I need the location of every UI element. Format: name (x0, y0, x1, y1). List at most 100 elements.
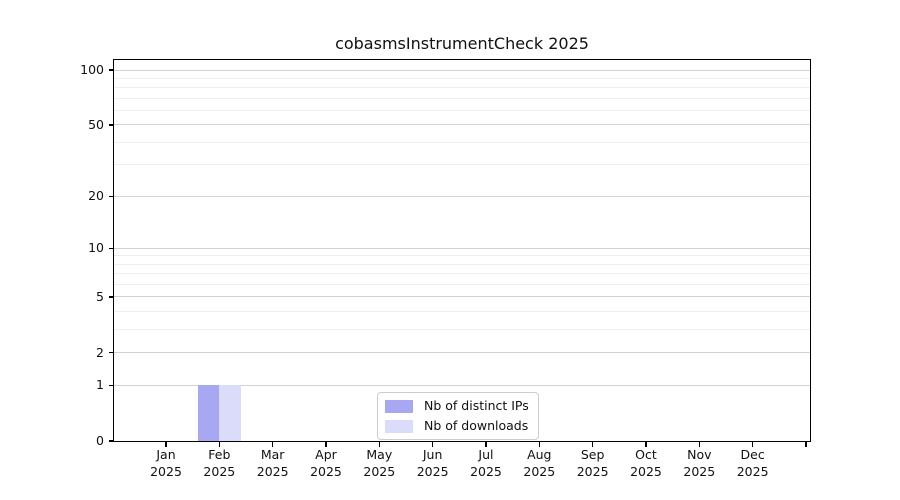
x-tick-year: 2025 (310, 463, 342, 479)
x-tick-month: Apr (315, 447, 337, 462)
x-tick-label: Jul 2025 (454, 447, 518, 480)
grid-line-minor (114, 311, 810, 313)
y-tick-mark (109, 352, 114, 354)
x-tick-mark (218, 442, 220, 447)
legend-label-distinct-ips: Nb of distinct IPs (424, 398, 529, 413)
x-tick-label: Jan 2025 (134, 447, 198, 480)
x-tick-mark (485, 442, 487, 447)
x-tick-label: May 2025 (347, 447, 411, 480)
x-tick-year: 2025 (150, 463, 182, 479)
y-tick-label: 50 (88, 116, 104, 132)
plot-area: 0 1 2 5 10 20 50 100 Jan 2025 Feb 2025 Mar 2025 Apr 202… (80, 59, 811, 479)
x-tick-year: 2025 (363, 463, 396, 479)
y-tick-label: 5 (96, 288, 104, 304)
y-tick-label: 20 (88, 188, 104, 204)
x-tick-mark (325, 442, 327, 447)
grid-line-minor (114, 284, 810, 286)
grid-line-minor (114, 255, 810, 257)
y-tick-mark (109, 124, 114, 126)
grid-line-major (114, 195, 810, 197)
x-tick-year: 2025 (736, 463, 769, 479)
x-tick-label: Oct 2025 (614, 447, 678, 480)
grid-line-minor (114, 141, 810, 143)
legend-swatch-downloads (385, 419, 413, 433)
grid-line-major (114, 247, 810, 249)
x-tick-label: Mar 2025 (241, 447, 305, 480)
legend: Nb of distinct IPs Nb of downloads (377, 392, 539, 440)
legend-swatch-distinct-ips (385, 399, 413, 413)
x-tick-year: 2025 (256, 463, 289, 479)
x-tick-mark (538, 442, 540, 447)
x-tick-month: Sep (580, 447, 605, 462)
grid-line-minor (114, 77, 810, 79)
x-tick-mark (592, 442, 594, 447)
x-tick-month: Feb (208, 447, 231, 462)
grid-line-major (114, 124, 810, 126)
x-tick-month: Mar (260, 447, 285, 462)
grid-line-minor (114, 329, 810, 331)
grid-line-major (114, 352, 810, 354)
x-tick-year: 2025 (683, 463, 716, 479)
x-tick-mark (752, 442, 754, 447)
y-tick-label: 1 (96, 377, 104, 393)
x-tick-label: Nov 2025 (667, 447, 731, 480)
x-tick-mark (432, 442, 434, 447)
x-tick-label: Apr 2025 (294, 447, 358, 480)
x-tick-month: Nov (687, 447, 712, 462)
grid-line-minor (114, 164, 810, 166)
x-tick-year: 2025 (576, 463, 609, 479)
y-tick-mark (109, 247, 114, 249)
chart-title: cobasmsInstrumentCheck 2025 (335, 34, 589, 53)
y-tick-label: 2 (96, 344, 104, 360)
x-tick-label: Sep 2025 (561, 447, 625, 480)
x-tick-month: Oct (635, 447, 657, 462)
y-tick-mark (109, 69, 114, 71)
x-tick-year: 2025 (470, 463, 502, 479)
plot-spine-left (113, 59, 115, 442)
x-tick-label: Aug 2025 (507, 447, 571, 480)
plot-spine-top (113, 59, 811, 61)
y-tick-label: 0 (96, 433, 104, 448)
bar-downloads-feb (219, 385, 241, 441)
legend-item-distinct-ips: Nb of distinct IPs (385, 398, 529, 414)
grid-line-major (114, 296, 810, 298)
x-tick-mark (645, 442, 647, 447)
x-tick-year: 2025 (630, 463, 662, 479)
x-tick-month: Aug (527, 447, 552, 462)
plot-spine-bottom (113, 440, 811, 442)
x-tick-year: 2025 (203, 463, 236, 479)
legend-item-downloads: Nb of downloads (385, 418, 529, 434)
x-tick-mark (272, 442, 274, 447)
y-tick-mark (109, 384, 114, 386)
bar-distinct-ips-feb (198, 385, 220, 441)
x-tick-month: Dec (740, 447, 765, 462)
x-tick-mark (378, 442, 380, 447)
y-tick-mark (109, 296, 114, 298)
y-tick-label: 10 (88, 240, 104, 256)
y-tick-mark (109, 440, 114, 442)
grid-line-major (114, 69, 810, 71)
grid-line-minor (114, 97, 810, 99)
y-tick-mark (109, 195, 114, 197)
grid-line-major (114, 384, 810, 386)
y-tick-label: 100 (80, 62, 104, 77)
x-tick-month: Jul (478, 447, 494, 462)
legend-label-downloads: Nb of downloads (424, 418, 529, 433)
x-tick-mark (805, 442, 807, 447)
plot-spine-right (809, 59, 811, 442)
x-tick-year: 2025 (416, 463, 449, 479)
x-tick-label: Jun 2025 (401, 447, 465, 480)
x-tick-month: May (366, 447, 393, 462)
grid-line-minor (114, 110, 810, 112)
x-tick-month: Jun (422, 447, 443, 462)
grid-line-minor (114, 87, 810, 89)
x-tick-mark (165, 442, 167, 447)
grid-line-minor (114, 263, 810, 265)
x-tick-mark (698, 442, 700, 447)
x-tick-year: 2025 (523, 463, 556, 479)
grid-line-minor (114, 273, 810, 275)
x-tick-month: Jan (156, 447, 176, 462)
x-tick-label: Dec 2025 (721, 447, 785, 480)
x-tick-label: Feb 2025 (187, 447, 251, 480)
